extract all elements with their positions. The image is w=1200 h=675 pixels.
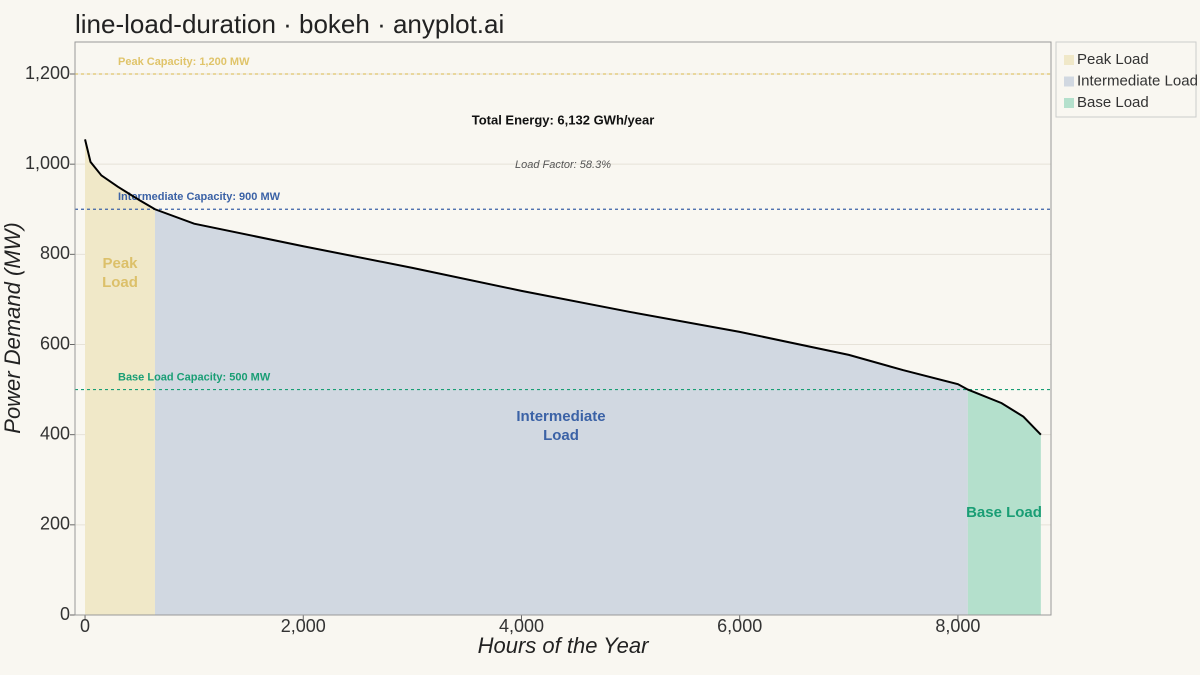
area <box>967 389 1041 615</box>
x-tick-label: 6,000 <box>717 616 762 636</box>
area-label: Load <box>102 274 138 291</box>
legend-swatch <box>1064 55 1074 65</box>
y-tick-label: 1,200 <box>25 63 70 83</box>
annotation: Load Factor: 58.3% <box>515 159 611 171</box>
load-curve <box>84 139 1042 436</box>
reference-label: Intermediate Capacity: 900 MW <box>118 191 281 203</box>
area-label: Base Load <box>966 504 1042 521</box>
y-tick-label: 800 <box>40 243 70 263</box>
area-label: Peak <box>102 255 138 272</box>
reference-label: Peak Capacity: 1,200 MW <box>118 56 250 68</box>
x-tick-label: 0 <box>80 616 90 636</box>
legend-label: Base Load <box>1077 94 1149 111</box>
legend-box <box>1055 41 1197 118</box>
y-tick-label: 400 <box>40 423 70 443</box>
y-tick-label: 0 <box>60 604 70 624</box>
x-tick-label: 8,000 <box>935 616 980 636</box>
chart-title: line-load-duration · bokeh · anyplot.ai <box>75 9 504 39</box>
reference-label: Base Load Capacity: 500 MW <box>118 371 271 383</box>
legend-label: Intermediate Load <box>1077 72 1198 89</box>
x-tick-label: 4,000 <box>499 616 544 636</box>
y-tick-label: 1,000 <box>25 153 70 173</box>
annotation: Total Energy: 6,132 GWh/year <box>472 112 655 127</box>
legend-label: Peak Load <box>1077 51 1149 68</box>
area <box>85 139 155 615</box>
area <box>154 209 968 616</box>
legend-swatch <box>1064 98 1074 108</box>
plot-frame <box>74 41 1052 616</box>
y-tick-label: 600 <box>40 333 70 353</box>
area-label: Load <box>543 427 579 444</box>
legend-swatch <box>1064 76 1074 87</box>
y-axis-label: Power Demand (MW) <box>0 222 25 433</box>
x-axis-label: Hours of the Year <box>478 633 650 658</box>
y-tick-label: 200 <box>40 514 70 534</box>
area-label: Intermediate <box>516 408 605 425</box>
x-tick-label: 2,000 <box>281 616 326 636</box>
